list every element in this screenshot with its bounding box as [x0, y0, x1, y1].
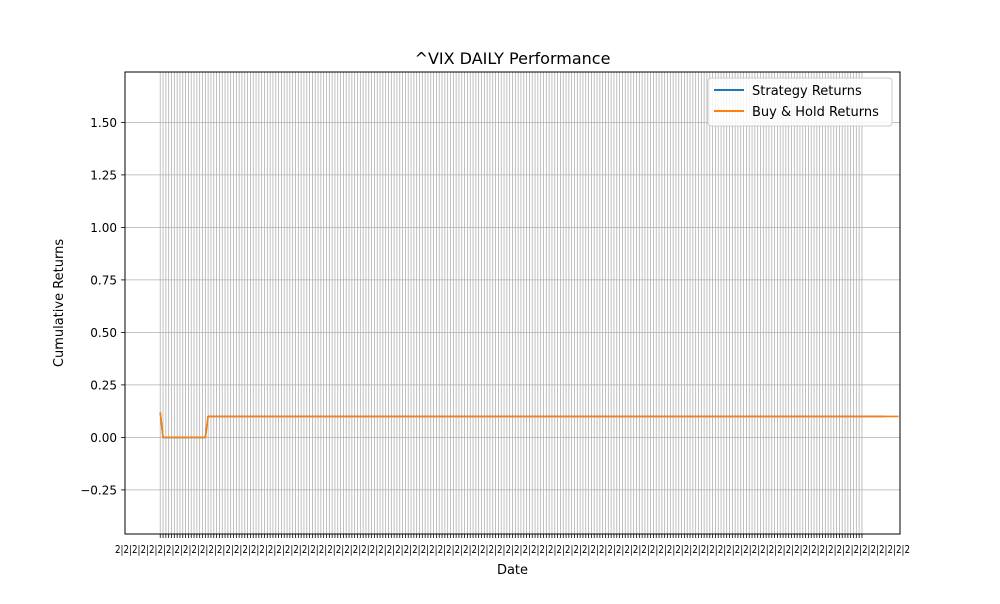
- x-gridlines: [159, 72, 863, 534]
- y-tick-label: 0.75: [90, 273, 117, 287]
- x-axis-label: Date: [497, 563, 528, 578]
- y-axis-ticks: −0.25 0.00 0.25 0.50 0.75 1.00 1.25 1.50: [80, 116, 125, 497]
- legend-frame: [707, 77, 893, 127]
- legend-label-strategy-returns: Strategy Returns: [752, 84, 862, 99]
- legend: Strategy Returns Buy & Hold Returns: [707, 77, 893, 127]
- series-lines: [159, 412, 899, 439]
- x-tick-labels-illegible: 2|2|2|2|2|2|2|2|2|2|2|2|2|2|2|2|2|2|2|2|…: [115, 543, 910, 556]
- y-tick-label: 1.25: [90, 168, 117, 182]
- y-tick-label: 1.50: [90, 116, 117, 130]
- x-axis-ticks: 2|2|2|2|2|2|2|2|2|2|2|2|2|2|2|2|2|2|2|2|…: [115, 534, 910, 556]
- y-tick-label: 0.25: [90, 378, 117, 392]
- y-tick-label: 0.50: [90, 326, 117, 340]
- y-tick-label: 1.00: [90, 221, 117, 235]
- chart-title: ^VIX DAILY Performance: [415, 49, 611, 68]
- y-axis-label: Cumulative Returns: [52, 239, 67, 367]
- series-line-buy-hold-returns: [159, 412, 899, 439]
- legend-label-buy-hold-returns: Buy & Hold Returns: [752, 105, 879, 120]
- y-tick-label: 0.00: [90, 431, 117, 445]
- y-tick-label: −0.25: [80, 483, 117, 497]
